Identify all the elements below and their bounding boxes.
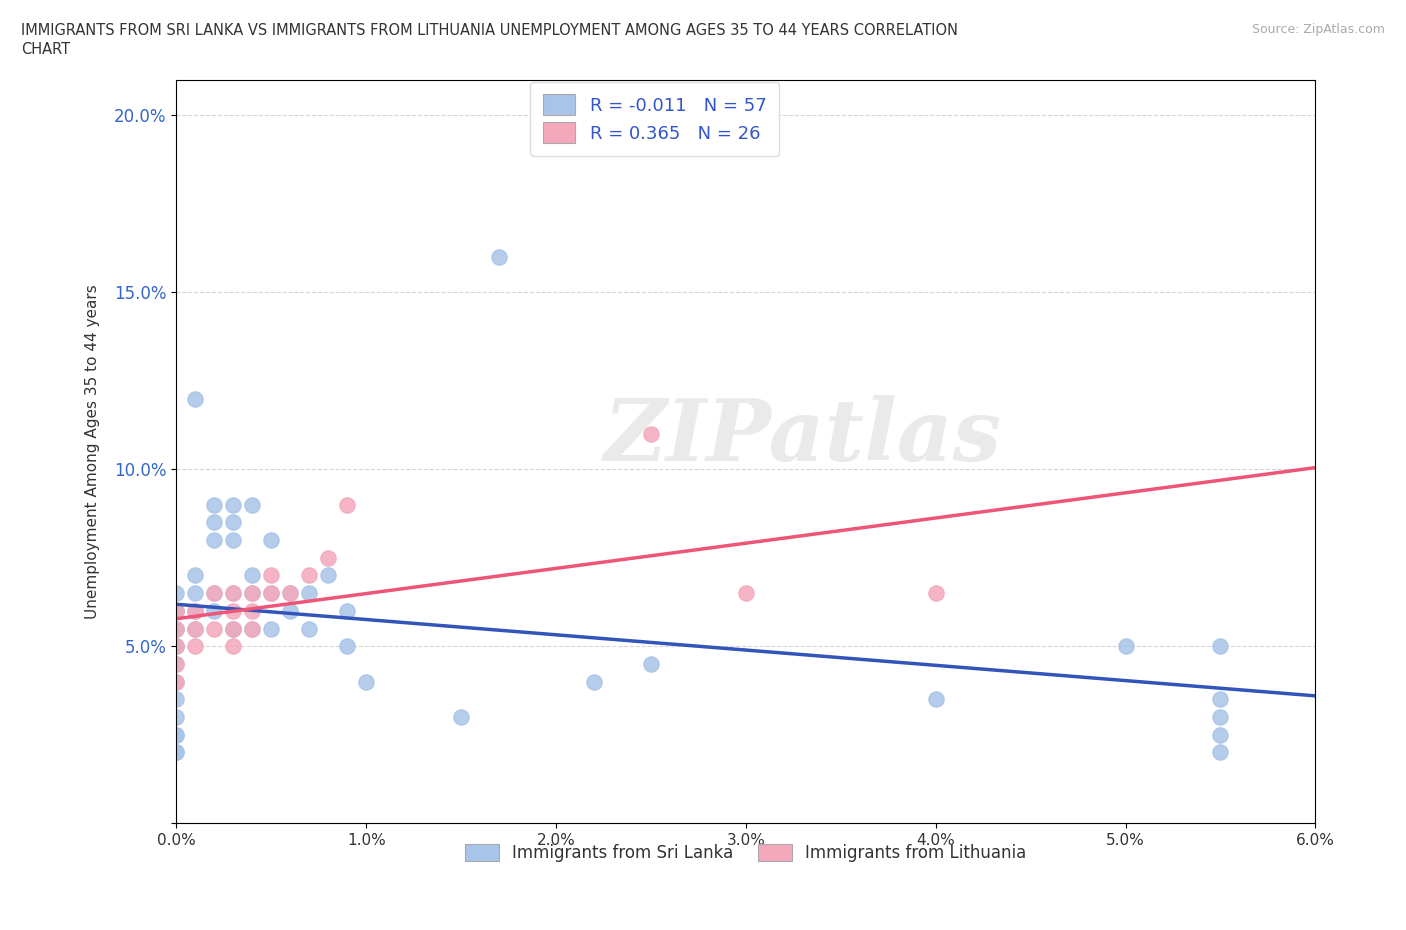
Point (202, 515, 225, 530)
Point (165, 745, 187, 760)
Point (222, 639, 245, 654)
Point (278, 586, 301, 601)
Point (165, 745, 187, 760)
Point (488, 249, 510, 264)
Point (924, 586, 946, 601)
Point (222, 533, 245, 548)
Point (165, 604, 187, 618)
Point (260, 586, 283, 601)
Text: IMMIGRANTS FROM SRI LANKA VS IMMIGRANTS FROM LITHUANIA UNEMPLOYMENT AMONG AGES 3: IMMIGRANTS FROM SRI LANKA VS IMMIGRANTS … (21, 23, 957, 38)
Text: Source: ZipAtlas.com: Source: ZipAtlas.com (1251, 23, 1385, 36)
Point (222, 498, 245, 512)
Y-axis label: Unemployment Among Ages 35 to 44 years: Unemployment Among Ages 35 to 44 years (86, 285, 100, 619)
Point (184, 392, 207, 406)
Point (165, 727, 187, 742)
Point (184, 604, 207, 618)
Point (336, 639, 359, 654)
Point (260, 586, 283, 601)
Point (298, 568, 321, 583)
Point (165, 586, 187, 601)
Point (336, 604, 359, 618)
Point (1209, 727, 1232, 742)
Point (450, 710, 472, 724)
Point (165, 621, 187, 636)
Point (202, 621, 225, 636)
Point (165, 674, 187, 689)
Point (1209, 745, 1232, 760)
Point (165, 639, 187, 654)
Point (924, 692, 946, 707)
Point (222, 621, 245, 636)
Point (202, 498, 225, 512)
Point (222, 621, 245, 636)
Point (165, 639, 187, 654)
Point (184, 639, 207, 654)
Point (184, 586, 207, 601)
Point (222, 515, 245, 530)
Text: CHART: CHART (21, 42, 70, 57)
Point (260, 533, 283, 548)
Point (278, 604, 301, 618)
Point (316, 568, 339, 583)
Point (1115, 639, 1137, 654)
Point (165, 639, 187, 654)
Point (202, 586, 225, 601)
Point (240, 586, 263, 601)
Legend: Immigrants from Sri Lanka, Immigrants from Lithuania: Immigrants from Sri Lanka, Immigrants fr… (457, 836, 1035, 870)
Point (165, 657, 187, 671)
Point (354, 674, 377, 689)
Point (184, 568, 207, 583)
Point (240, 621, 263, 636)
Point (222, 621, 245, 636)
Point (222, 604, 245, 618)
Point (222, 586, 245, 601)
Point (1209, 639, 1232, 654)
Point (202, 604, 225, 618)
Point (222, 586, 245, 601)
Point (640, 427, 662, 442)
Point (165, 657, 187, 671)
Point (202, 586, 225, 601)
Point (165, 727, 187, 742)
Point (165, 674, 187, 689)
Point (165, 604, 187, 618)
Point (240, 498, 263, 512)
Point (260, 621, 283, 636)
Point (184, 621, 207, 636)
Point (734, 586, 756, 601)
Point (165, 621, 187, 636)
Point (184, 604, 207, 618)
Point (640, 657, 662, 671)
Point (336, 498, 359, 512)
Point (278, 586, 301, 601)
Point (202, 533, 225, 548)
Point (165, 710, 187, 724)
Point (1209, 692, 1232, 707)
Point (165, 621, 187, 636)
Text: ZIPatlas: ZIPatlas (603, 395, 1002, 479)
Point (240, 621, 263, 636)
Point (260, 568, 283, 583)
Point (1209, 710, 1232, 724)
Point (582, 674, 605, 689)
Point (240, 568, 263, 583)
Point (316, 551, 339, 565)
Point (298, 586, 321, 601)
Point (184, 621, 207, 636)
Point (240, 604, 263, 618)
Point (298, 621, 321, 636)
Point (240, 586, 263, 601)
Point (165, 692, 187, 707)
Point (165, 604, 187, 618)
